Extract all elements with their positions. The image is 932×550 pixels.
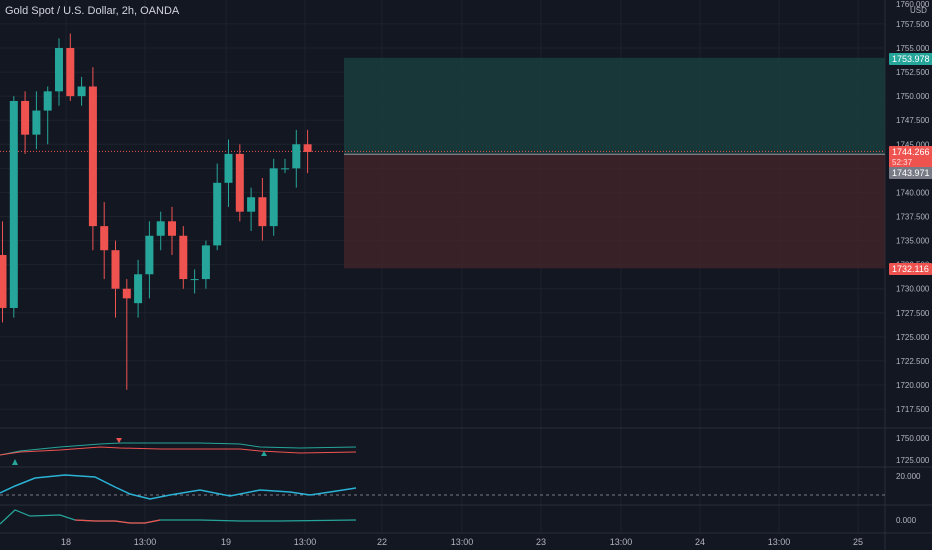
buy-signal-icon bbox=[261, 451, 267, 456]
sell-signal-icon bbox=[116, 438, 122, 443]
time-tick: 13:00 bbox=[451, 537, 474, 547]
time-tick: 13:00 bbox=[610, 537, 633, 547]
last-price-label: 1744.266 52:37 bbox=[889, 146, 932, 168]
time-tick: 13:00 bbox=[134, 537, 157, 547]
candle-body bbox=[247, 197, 256, 212]
target-price-value: 1753.978 bbox=[892, 54, 930, 64]
price-tick: 1735.000 bbox=[896, 237, 930, 246]
bar-countdown: 52:37 bbox=[892, 158, 913, 167]
time-tick: 22 bbox=[377, 537, 387, 547]
time-tick: 23 bbox=[536, 537, 546, 547]
pane-tick: 0.000 bbox=[896, 516, 917, 525]
price-tick: 1755.000 bbox=[896, 44, 930, 53]
price-tick: 1725.000 bbox=[896, 333, 930, 342]
stop-price-value: 1732.116 bbox=[892, 264, 929, 274]
candle-body bbox=[292, 144, 301, 169]
candle-body bbox=[88, 86, 97, 227]
price-tick: 1745.000 bbox=[896, 140, 930, 149]
oscillator-2-negative bbox=[74, 519, 161, 524]
candle-body bbox=[43, 91, 52, 111]
target-price-label: 1753.978 bbox=[889, 53, 932, 65]
oscillator-2-line bbox=[0, 509, 357, 525]
target-zone[interactable] bbox=[344, 57, 885, 155]
stop-price-label: 1732.116 bbox=[889, 263, 932, 275]
candle-body bbox=[224, 153, 233, 183]
price-tick: 1727.500 bbox=[896, 309, 930, 318]
candle-body bbox=[213, 182, 222, 246]
price-tick: 1717.500 bbox=[896, 405, 930, 414]
candle-body bbox=[156, 221, 165, 236]
candle-body bbox=[66, 48, 75, 97]
stop-zone[interactable] bbox=[344, 154, 885, 269]
price-tick: 1757.500 bbox=[896, 20, 930, 29]
pane-tick: 20.000 bbox=[896, 472, 921, 481]
price-tick: 1720.000 bbox=[896, 381, 930, 390]
time-tick: 13:00 bbox=[294, 537, 317, 547]
price-tick: 1750.000 bbox=[896, 92, 930, 101]
candle-body bbox=[235, 153, 244, 212]
price-tick: 1722.500 bbox=[896, 357, 930, 366]
ma-slow-line bbox=[0, 446, 357, 456]
price-tick: 1730.000 bbox=[896, 285, 930, 294]
candle-body bbox=[111, 250, 120, 289]
candle-body bbox=[77, 86, 86, 97]
candle-body bbox=[21, 100, 30, 135]
oscillator-1-line bbox=[0, 474, 357, 500]
candle-body bbox=[0, 255, 7, 308]
entry-price-label: 1743.971 bbox=[889, 167, 932, 179]
candle-body bbox=[190, 279, 199, 281]
candle-body bbox=[201, 245, 210, 280]
time-tick: 18 bbox=[61, 537, 71, 547]
pane-tick: 1750.000 bbox=[896, 434, 930, 443]
buy-signal-icon bbox=[12, 459, 18, 465]
candle-body bbox=[269, 168, 278, 227]
candle-body bbox=[55, 48, 63, 92]
candle-body bbox=[100, 226, 109, 251]
candle-body bbox=[281, 168, 289, 170]
symbol-title: Gold Spot / U.S. Dollar, 2h, OANDA bbox=[5, 5, 180, 17]
price-tick: 1747.500 bbox=[896, 116, 930, 125]
candle-body bbox=[122, 288, 131, 299]
candle-body bbox=[303, 144, 312, 152]
pane-tick: 1725.000 bbox=[896, 456, 930, 465]
ma-fast-line bbox=[0, 442, 357, 456]
price-tick: 1752.500 bbox=[896, 68, 930, 77]
time-tick: 13:00 bbox=[768, 537, 791, 547]
price-tick: 1737.500 bbox=[896, 213, 930, 222]
price-axis-currency: USD bbox=[910, 6, 927, 15]
candle-body bbox=[32, 110, 41, 135]
entry-price-value: 1743.971 bbox=[892, 168, 930, 178]
candle-body bbox=[179, 235, 188, 280]
time-tick: 25 bbox=[853, 537, 863, 547]
candle-body bbox=[145, 235, 154, 275]
time-tick: 19 bbox=[221, 537, 231, 547]
last-price-value: 1744.266 bbox=[892, 147, 930, 157]
candle-body bbox=[168, 221, 176, 236]
price-tick: 1760.000 bbox=[896, 0, 930, 9]
candle-body bbox=[9, 100, 18, 308]
time-tick: 24 bbox=[695, 537, 705, 547]
candle-body bbox=[258, 197, 267, 227]
price-tick: 1740.000 bbox=[896, 188, 930, 197]
candle-body bbox=[134, 274, 143, 304]
